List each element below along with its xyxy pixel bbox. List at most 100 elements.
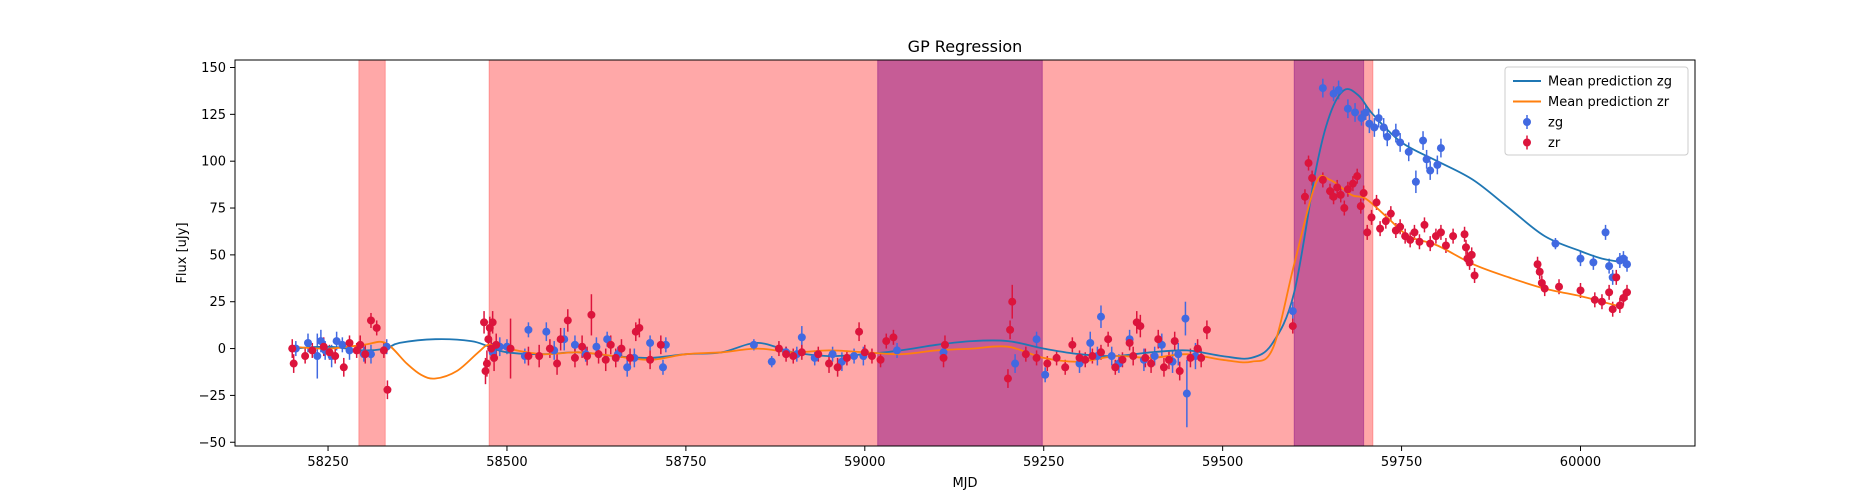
y-tick-label: −25 xyxy=(199,389,226,404)
zg-point xyxy=(767,357,776,366)
zr-point xyxy=(789,352,798,361)
zr-point xyxy=(814,350,823,359)
zr-point xyxy=(490,353,499,362)
zr-point xyxy=(339,363,348,372)
zr-point xyxy=(1333,183,1342,192)
zr-point xyxy=(1612,273,1621,282)
zr-point xyxy=(867,352,876,361)
zr-point xyxy=(1104,335,1113,344)
zg-point xyxy=(1075,359,1084,368)
zr-point xyxy=(563,316,572,325)
zr-point xyxy=(1197,353,1206,362)
zr-point xyxy=(1318,175,1327,184)
y-tick-label: −50 xyxy=(199,436,226,451)
zr-point xyxy=(1615,301,1624,310)
zr-point xyxy=(889,333,898,342)
zg-point xyxy=(1318,84,1327,93)
zr-point xyxy=(1329,192,1338,201)
zr-point xyxy=(1608,305,1617,314)
zg-point xyxy=(1396,138,1405,147)
zr-point xyxy=(940,340,949,349)
zr-point xyxy=(524,352,533,361)
zr-point xyxy=(366,316,375,325)
zr-point xyxy=(1186,353,1195,362)
zg-point xyxy=(1374,114,1383,123)
zg-point xyxy=(1343,104,1352,113)
zg-point xyxy=(1433,160,1442,169)
zg-point xyxy=(332,337,341,346)
zg-point xyxy=(1334,85,1343,94)
zr-point xyxy=(635,323,644,332)
zr-point xyxy=(606,340,615,349)
zr-point xyxy=(1288,322,1297,331)
zr-point xyxy=(1170,337,1179,346)
zr-point xyxy=(1533,260,1542,269)
zr-point xyxy=(545,344,554,353)
zr-point xyxy=(1081,355,1090,364)
zr-point xyxy=(1202,325,1211,334)
zg-point xyxy=(1086,338,1095,347)
zr-point xyxy=(1125,338,1134,347)
zr-point xyxy=(1348,179,1357,188)
zg-point xyxy=(1351,108,1360,117)
legend-label: zg xyxy=(1548,116,1563,131)
zr-point xyxy=(288,344,297,353)
zr-point xyxy=(1356,202,1365,211)
zr-point xyxy=(570,353,579,362)
y-tick-label: 125 xyxy=(201,108,226,123)
zg-point xyxy=(524,325,533,334)
zr-point xyxy=(379,346,388,355)
zr-point xyxy=(656,340,665,349)
zr-point xyxy=(1555,282,1564,291)
zg-point xyxy=(1357,114,1366,123)
zg-point xyxy=(1436,144,1445,153)
zr-point xyxy=(1535,267,1544,276)
zg-point xyxy=(592,342,601,351)
x-tick-label: 59750 xyxy=(1381,455,1422,470)
zr-point xyxy=(1147,359,1156,368)
x-tick-label: 60000 xyxy=(1560,455,1601,470)
zg-point xyxy=(1150,352,1159,361)
zg-point xyxy=(828,350,837,359)
zg-point xyxy=(1383,132,1392,141)
zr-point xyxy=(383,385,392,394)
zg-point xyxy=(646,338,655,347)
zr-point xyxy=(1465,258,1474,267)
zr-point xyxy=(1175,367,1184,376)
zg-point xyxy=(749,340,758,349)
zr-point xyxy=(308,346,317,355)
zg-point xyxy=(366,350,375,359)
zr-point xyxy=(617,344,626,353)
zr-band-0 xyxy=(358,59,386,447)
zr-point xyxy=(1061,363,1070,372)
zr-band-1 xyxy=(488,59,1374,447)
zr-point xyxy=(1470,271,1479,280)
legend: Mean prediction zg Mean prediction zr zg zr xyxy=(1504,66,1689,156)
zr-point xyxy=(842,353,851,362)
zr-point xyxy=(578,342,587,351)
zr-point xyxy=(1021,350,1030,359)
zr-point xyxy=(535,352,544,361)
zr-point xyxy=(601,355,610,364)
zr-point xyxy=(1032,353,1041,362)
zr-point xyxy=(1008,297,1017,306)
zr-point xyxy=(1193,344,1202,353)
zr-point xyxy=(1096,348,1105,357)
y-axis-label: Flux [uJy] xyxy=(175,222,190,283)
zg-point xyxy=(1370,123,1379,132)
zr-point xyxy=(1363,228,1372,237)
zg-point xyxy=(1404,147,1413,156)
zr-point xyxy=(646,355,655,364)
zr-point xyxy=(301,352,310,361)
zg-point xyxy=(313,352,322,361)
zr-point xyxy=(1336,190,1345,199)
legend-box xyxy=(1504,66,1689,156)
zg-point xyxy=(1032,335,1041,344)
zr-point xyxy=(1415,237,1424,246)
zr-point xyxy=(1410,228,1419,237)
zr-point xyxy=(1590,295,1599,304)
zr-point xyxy=(1420,220,1429,229)
zr-point xyxy=(1154,335,1163,344)
plot-area-frame xyxy=(234,59,1696,447)
zr-point xyxy=(1136,322,1145,331)
